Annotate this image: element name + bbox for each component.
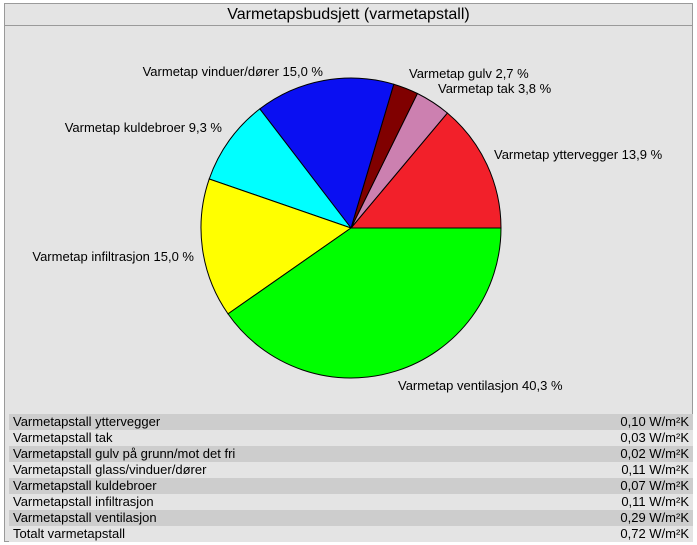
chart-title: Varmetapsbudsjett (varmetapstall) <box>5 4 692 26</box>
row-label: Varmetapstall ventilasjon <box>13 510 157 525</box>
row-value: 0,02 W/m²K <box>620 446 689 461</box>
pie-slice <box>349 112 502 229</box>
table-row: Varmetapstall infiltrasjon 0,11 W/m²K <box>9 494 693 510</box>
slice-label: Varmetap tak 3,8 % <box>438 81 552 96</box>
slice-label: Varmetap vinduer/dører 15,0 % <box>143 64 324 79</box>
row-label: Totalt varmetapstall <box>13 526 125 541</box>
varmetapstall-table: Varmetapstall yttervegger 0,10 W/m²K Varm… <box>9 414 693 542</box>
chart-window: Varmetapsbudsjett (varmetapstall) Varmet… <box>4 3 693 542</box>
row-label: Varmetapstall infiltrasjon <box>13 494 154 509</box>
row-value: 0,29 W/m²K <box>620 510 689 525</box>
table-row: Varmetapstall tak 0,03 W/m²K <box>9 430 693 446</box>
slice-label: Varmetap yttervegger 13,9 % <box>494 147 663 162</box>
row-value: 0,10 W/m²K <box>620 414 689 429</box>
table-row: Varmetapstall yttervegger 0,10 W/m²K <box>9 414 693 430</box>
row-label: Varmetapstall kuldebroer <box>13 478 157 493</box>
table-row: Varmetapstall kuldebroer 0,07 W/m²K <box>9 478 693 494</box>
row-label: Varmetapstall gulv på grunn/mot det fri <box>13 446 236 461</box>
table-row: Varmetapstall gulv på grunn/mot det fri 0… <box>9 446 693 462</box>
row-value: 0,07 W/m²K <box>620 478 689 493</box>
slice-label: Varmetap ventilasjon 40,3 % <box>398 378 563 393</box>
pie-slice <box>259 77 395 230</box>
row-label: Varmetapstall yttervegger <box>13 414 161 429</box>
row-value: 0,72 W/m²K <box>620 526 689 541</box>
slice-label: Varmetap infiltrasjon 15,0 % <box>32 249 194 264</box>
table-row: Totalt varmetapstall 0,72 W/m²K <box>9 526 693 542</box>
row-label: Varmetapstall tak <box>13 430 113 445</box>
slice-label: Varmetap gulv 2,7 % <box>409 66 529 81</box>
slice-label: Varmetap kuldebroer 9,3 % <box>65 120 223 135</box>
row-value: 0,11 W/m²K <box>621 494 689 509</box>
row-value: 0,11 W/m²K <box>621 462 689 477</box>
row-label: Varmetapstall glass/vinduer/dører <box>13 462 207 477</box>
table-row: Varmetapstall glass/vinduer/dører 0,11 W/… <box>9 462 693 478</box>
row-value: 0,03 W/m²K <box>620 430 689 445</box>
table-row: Varmetapstall ventilasjon 0,29 W/m²K <box>9 510 693 526</box>
pie-chart: Varmetap yttervegger 13,9 % Varmetap tak … <box>32 64 663 393</box>
pie-slice <box>227 227 502 379</box>
pie-slice <box>200 178 353 315</box>
pie-slice <box>208 108 353 230</box>
